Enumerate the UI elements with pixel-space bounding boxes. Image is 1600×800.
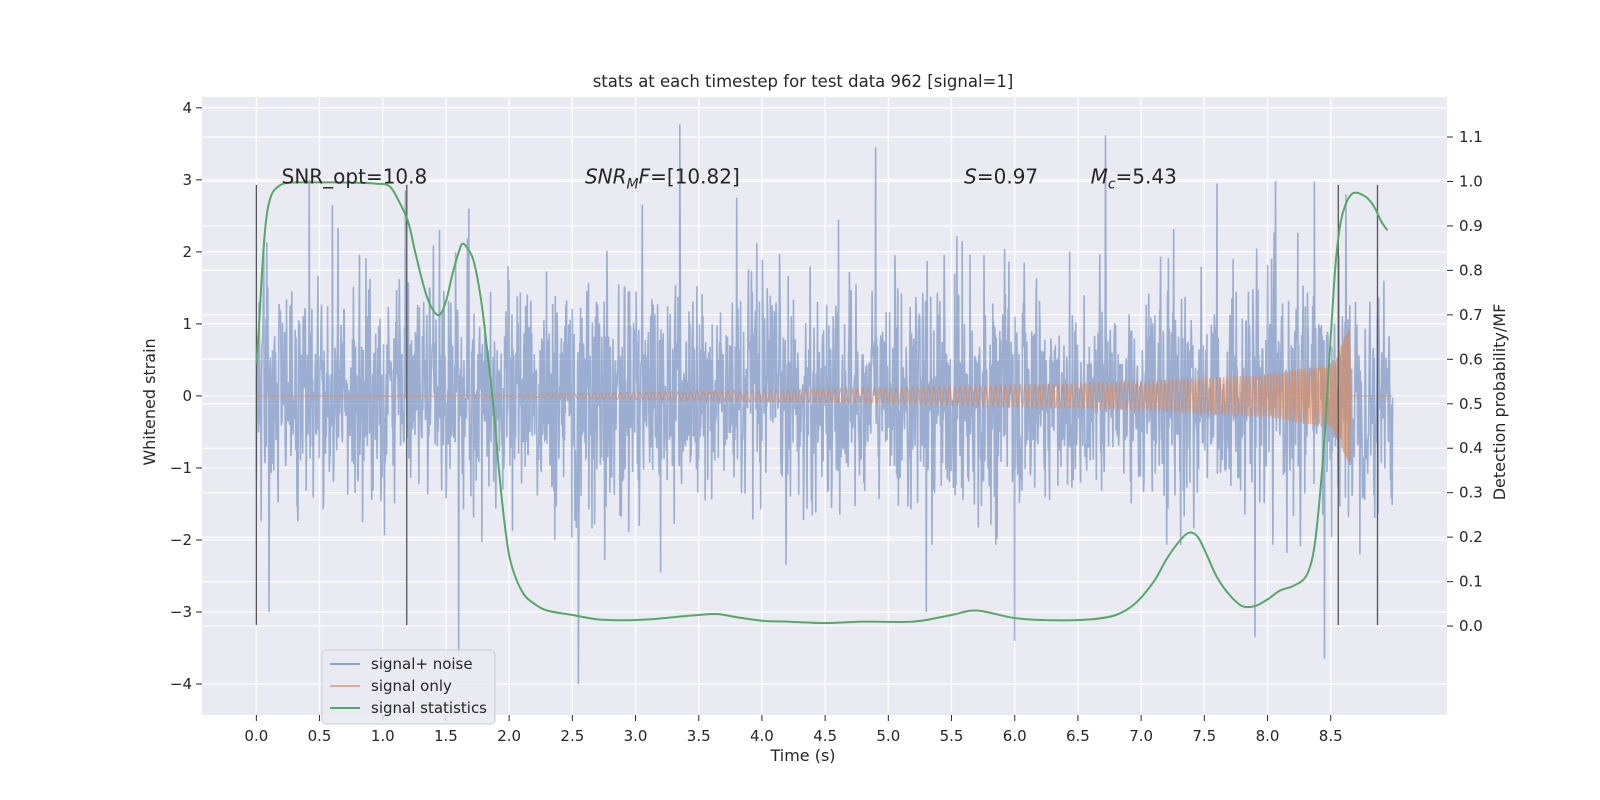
x-tick-label: 5.0	[876, 727, 900, 745]
axis-ticks: 0.0 0.5 1.0 1.5 2.0 2.5 3.0 3.5 4.0 4.5 5.0 5.5 6.0 6…	[170, 99, 1483, 745]
x-tick-label: 6.0	[1003, 727, 1027, 745]
y-right-tick-label: 0.9	[1459, 217, 1483, 235]
x-tick-label: 0.0	[244, 727, 268, 745]
chart-title: stats at each timestep for test data 962…	[593, 72, 1014, 91]
legend: signal+ noise signal only signal statist…	[321, 649, 496, 725]
annotations: SNR_opt=10.8 SNRMF=[10.82] S=0.97 Mc=5.43	[282, 164, 1177, 192]
x-tick-label: 4.5	[813, 727, 837, 745]
vertical-markers	[255, 184, 1379, 625]
legend-label: signal+ noise	[371, 655, 473, 673]
x-tick-label: 2.0	[497, 727, 521, 745]
annotation-part: =[10.82]	[650, 164, 740, 188]
x-tick-label: 1.0	[371, 727, 395, 745]
legend-label: signal only	[371, 677, 452, 695]
legend-item: signal only	[330, 677, 452, 695]
x-tick-label: 1.5	[434, 727, 458, 745]
y-right-tick-label: 0.2	[1459, 528, 1483, 546]
y-axis-left-label: Whitened strain	[140, 338, 159, 465]
annotation-part: =5.43	[1116, 164, 1177, 188]
x-tick-label: 2.5	[560, 727, 584, 745]
legend-item: signal+ noise	[330, 655, 473, 673]
y-right-tick-label: 0.4	[1459, 439, 1483, 457]
series-signal-statistics	[255, 181, 1389, 625]
annotation-part: c	[1108, 176, 1116, 192]
x-tick-label: 6.5	[1066, 727, 1090, 745]
annotation-text: SNR_opt=10.8	[282, 164, 428, 188]
annotation-text: SNRMF=[10.82]	[585, 164, 740, 192]
x-tick-label: 3.5	[687, 727, 711, 745]
series-signal-only	[256, 329, 1393, 462]
signal-noise-line	[255, 124, 1394, 685]
y-right-tick-label: 1.1	[1459, 128, 1483, 146]
x-tick-label: 7.0	[1129, 727, 1153, 745]
y-right-tick-label: 1.0	[1459, 172, 1483, 190]
y-right-tick-label: 0.7	[1459, 306, 1483, 324]
y-left-tick-label: −3	[170, 603, 192, 621]
x-tick-label: 0.5	[308, 727, 332, 745]
annotation-part: SNR	[585, 164, 627, 188]
y-right-tick-label: 0.0	[1459, 617, 1483, 635]
annotation-part: S	[964, 164, 977, 188]
annotation-text: Mc=5.43	[1091, 164, 1177, 192]
y-right-tick-label: 0.3	[1459, 484, 1483, 502]
y-axis-right-label: Detection probability/MF	[1490, 304, 1509, 501]
y-left-tick-label: −2	[170, 531, 192, 549]
x-tick-label: 7.5	[1192, 727, 1216, 745]
annotation-part: =0.97	[977, 164, 1038, 188]
x-tick-label: 3.0	[624, 727, 648, 745]
x-tick-label: 8.0	[1256, 727, 1280, 745]
legend-label: signal statistics	[371, 699, 487, 717]
y-right-tick-label: 0.8	[1459, 261, 1483, 279]
y-left-tick-label: −1	[170, 459, 192, 477]
y-left-tick-label: 0	[182, 387, 192, 405]
annotation-part: M	[1091, 164, 1108, 188]
y-left-tick-label: 1	[182, 315, 192, 333]
annotation-part: F	[639, 164, 651, 188]
y-right-tick-label: 0.1	[1459, 573, 1483, 591]
annotation-part: SNR_opt=10.8	[282, 164, 428, 188]
y-left-tick-label: 3	[182, 171, 192, 189]
y-right-tick-label: 0.6	[1459, 350, 1483, 368]
x-tick-label: 4.0	[750, 727, 774, 745]
x-axis-label: Time (s)	[769, 746, 835, 765]
y-left-tick-label: 4	[182, 99, 192, 117]
annotation-text: S=0.97	[964, 164, 1038, 188]
signal-only-line	[256, 329, 1393, 462]
y-left-tick-label: −4	[170, 675, 192, 693]
x-tick-label: 5.5	[940, 727, 964, 745]
x-tick-label: 8.5	[1319, 727, 1343, 745]
series-signal-noise	[255, 124, 1394, 685]
signal-statistics-line	[255, 181, 1389, 625]
legend-item: signal statistics	[330, 699, 487, 717]
y-right-tick-label: 0.5	[1459, 395, 1483, 413]
annotation-part: M	[627, 176, 639, 192]
y-left-tick-label: 2	[182, 243, 192, 261]
legend-box	[321, 649, 496, 725]
